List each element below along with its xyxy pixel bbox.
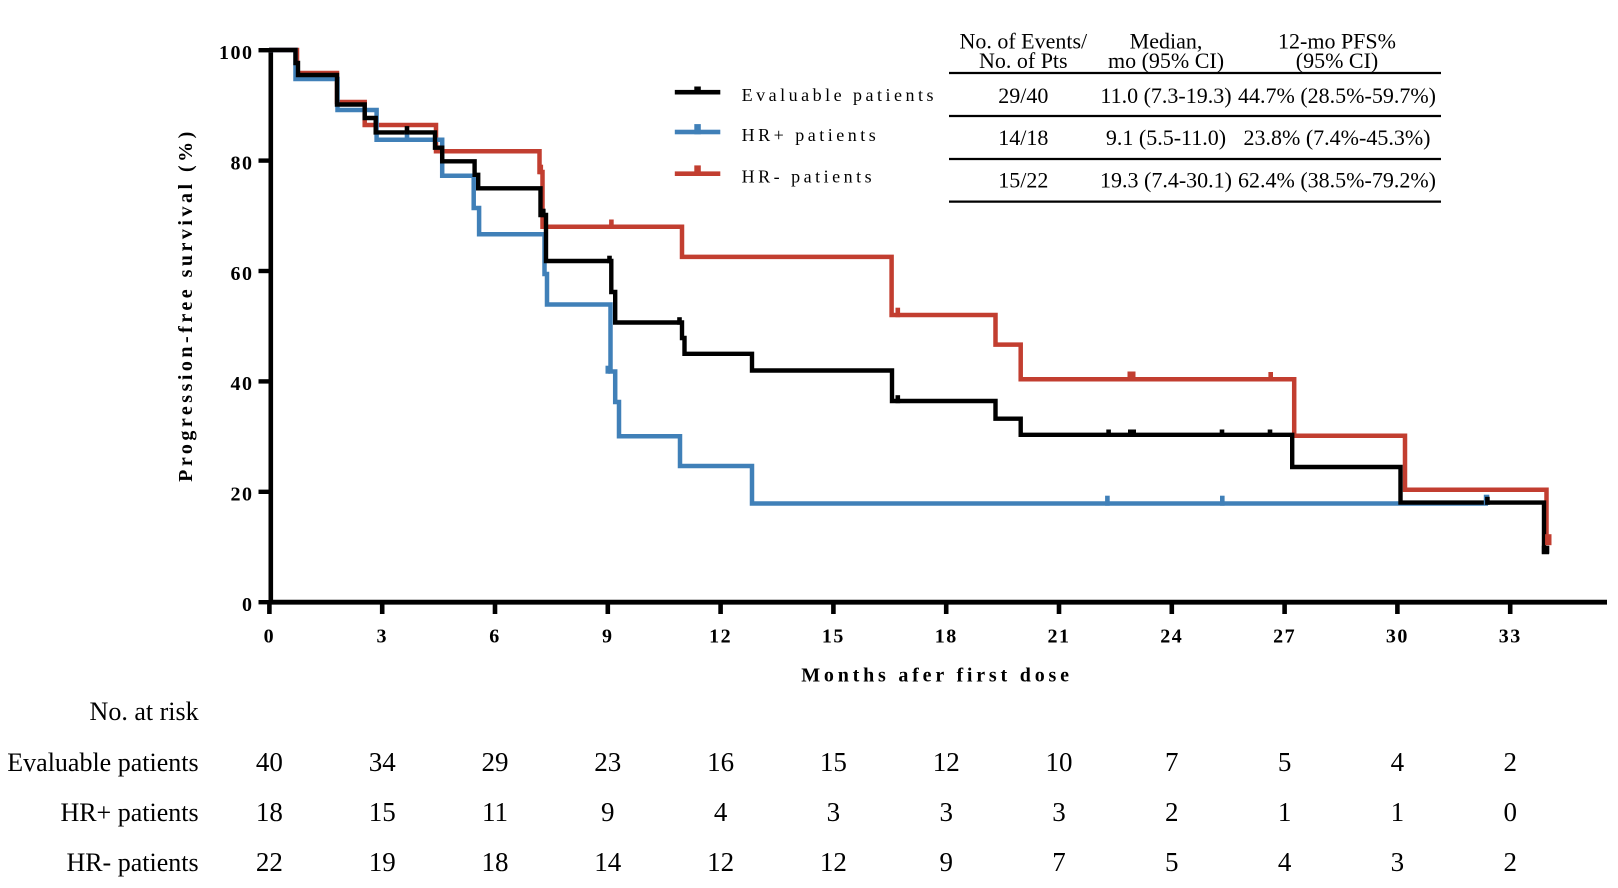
svg-text:15: 15 [822,625,845,647]
svg-text:3: 3 [376,625,388,647]
svg-text:100: 100 [219,42,254,64]
svg-text:14: 14 [594,847,622,877]
svg-text:11.0 (7.3-19.3): 11.0 (7.3-19.3) [1100,83,1231,108]
svg-text:3: 3 [1391,847,1405,877]
svg-text:12: 12 [820,847,847,877]
svg-text:3: 3 [1052,797,1066,827]
svg-text:12: 12 [933,747,960,777]
svg-text:HR- patients: HR- patients [66,848,198,877]
svg-text:Progression-free survival (%): Progression-free survival (%) [175,128,197,482]
svg-text:Evaluable patients: Evaluable patients [7,748,198,777]
svg-text:2: 2 [1503,847,1517,877]
svg-text:Months afer first dose: Months afer first dose [801,665,1073,687]
svg-text:29/40: 29/40 [998,83,1048,108]
svg-text:27: 27 [1273,625,1296,647]
svg-text:10: 10 [1046,747,1073,777]
svg-text:12: 12 [707,847,734,877]
svg-text:9.1 (5.5-11.0): 9.1 (5.5-11.0) [1106,125,1226,150]
svg-text:15: 15 [820,747,847,777]
svg-text:Evaluable patients: Evaluable patients [742,85,937,105]
svg-text:24: 24 [1160,625,1183,647]
svg-text:7: 7 [1052,847,1066,877]
svg-text:15: 15 [369,797,396,827]
svg-text:3: 3 [939,797,953,827]
svg-text:40: 40 [256,747,283,777]
svg-text:5: 5 [1165,847,1179,877]
svg-text:3: 3 [827,797,841,827]
svg-text:60: 60 [231,263,254,285]
svg-text:29: 29 [482,747,509,777]
svg-text:40: 40 [231,373,254,395]
svg-text:33: 33 [1499,625,1522,647]
svg-text:12: 12 [709,625,732,647]
svg-text:23: 23 [594,747,621,777]
svg-text:14/18: 14/18 [998,125,1048,150]
svg-text:44.7% (28.5%-59.7%): 44.7% (28.5%-59.7%) [1238,83,1436,108]
svg-text:4: 4 [1278,847,1292,877]
svg-text:18: 18 [935,625,958,647]
svg-text:5: 5 [1278,747,1292,777]
svg-text:1: 1 [1391,797,1405,827]
svg-text:18: 18 [482,847,509,877]
svg-text:12-mo PFS%: 12-mo PFS% [1278,29,1396,54]
svg-text:HR+ patients: HR+ patients [60,798,198,827]
svg-text:20: 20 [231,484,254,506]
svg-text:6: 6 [489,625,501,647]
svg-text:(95% CI): (95% CI) [1296,48,1378,73]
svg-text:HR- patients: HR- patients [742,167,876,187]
svg-text:9: 9 [601,797,615,827]
svg-text:mo (95% CI): mo (95% CI) [1108,48,1224,73]
svg-text:2: 2 [1503,747,1517,777]
svg-text:HR+ patients: HR+ patients [742,125,880,145]
svg-text:No. at risk: No. at risk [90,697,199,726]
svg-text:18: 18 [256,797,283,827]
svg-text:19.3 (7.4-30.1): 19.3 (7.4-30.1) [1100,167,1232,192]
svg-text:0: 0 [264,625,276,647]
svg-text:7: 7 [1165,747,1179,777]
svg-text:No. of Events/: No. of Events/ [959,29,1088,54]
svg-text:0: 0 [1503,797,1517,827]
svg-text:9: 9 [939,847,953,877]
svg-text:22: 22 [256,847,283,877]
svg-text:11: 11 [482,797,508,827]
svg-text:4: 4 [714,797,728,827]
svg-text:62.4% (38.5%-79.2%): 62.4% (38.5%-79.2%) [1238,167,1436,192]
svg-text:23.8% (7.4%-45.3%): 23.8% (7.4%-45.3%) [1244,125,1431,150]
svg-text:21: 21 [1048,625,1071,647]
svg-text:30: 30 [1386,625,1409,647]
svg-text:Median,: Median, [1130,29,1203,54]
svg-text:15/22: 15/22 [998,167,1048,192]
svg-text:No. of Pts: No. of Pts [979,48,1068,73]
svg-text:80: 80 [231,152,254,174]
svg-text:19: 19 [369,847,396,877]
svg-text:2: 2 [1165,797,1179,827]
svg-text:16: 16 [707,747,734,777]
svg-text:1: 1 [1278,797,1292,827]
svg-text:0: 0 [242,594,254,616]
svg-text:4: 4 [1391,747,1405,777]
svg-text:34: 34 [369,747,397,777]
svg-text:9: 9 [602,625,614,647]
